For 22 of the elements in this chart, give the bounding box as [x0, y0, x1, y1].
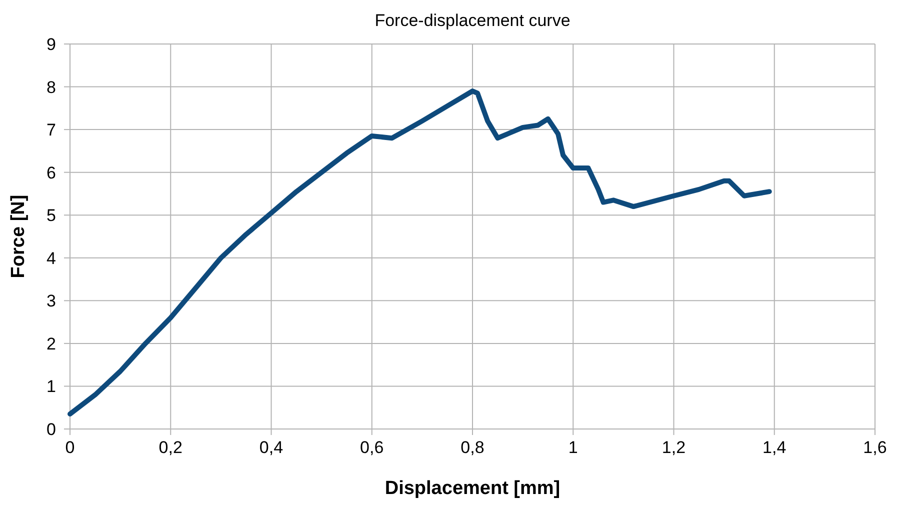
x-tick-label: 0,8	[460, 438, 484, 457]
y-tick-label: 5	[46, 206, 56, 226]
y-tick-label: 3	[46, 292, 56, 311]
y-tick-label: 4	[46, 248, 56, 268]
x-tick-label: 1,2	[662, 438, 686, 457]
x-tick-label: 1,6	[863, 438, 887, 457]
x-axis-title: Displacement [mm]	[384, 478, 560, 499]
x-tick-label: 0,6	[360, 438, 384, 457]
x-tick-label: 1,4	[762, 438, 786, 457]
y-tick-label: 6	[46, 163, 56, 182]
x-tick-label: 0	[65, 438, 75, 457]
chart-title: Force-displacement curve	[374, 11, 570, 30]
y-tick-label: 0	[46, 420, 56, 439]
y-axis-title: Force [N]	[8, 194, 29, 278]
y-tick-label: 7	[46, 120, 56, 140]
y-tick-label: 2	[46, 334, 56, 354]
y-tick-label: 1	[46, 377, 56, 396]
y-tick-label: 9	[46, 35, 56, 54]
x-tick-label: 0,2	[158, 438, 182, 457]
y-tick-label: 8	[46, 78, 56, 97]
x-tick-label: 1	[568, 438, 578, 457]
x-tick-label: 0,4	[259, 438, 284, 457]
